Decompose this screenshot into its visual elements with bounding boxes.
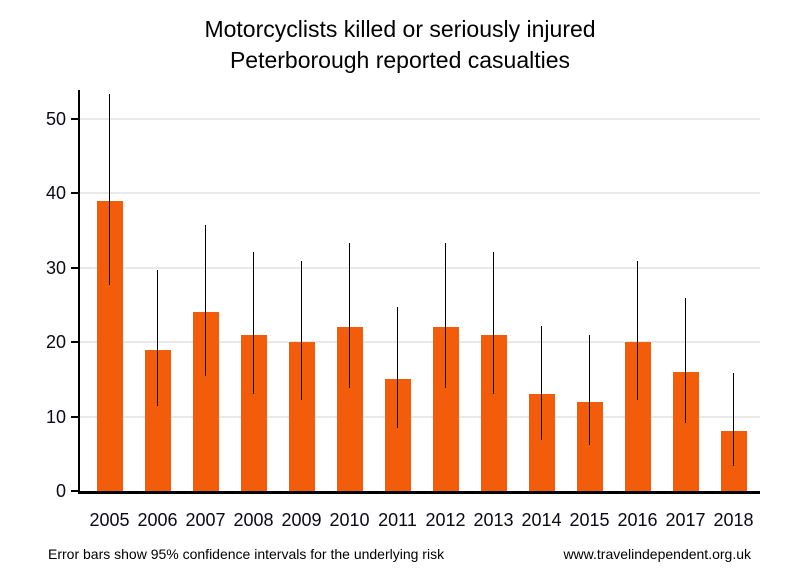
x-tick-label-2005: 2005 bbox=[89, 510, 130, 530]
error-bar-2011 bbox=[396, 307, 399, 429]
x-axis-line bbox=[78, 491, 760, 494]
chart-title-line1: Motorcyclists killed or seriously injure… bbox=[204, 16, 596, 42]
x-tick-label-2015: 2015 bbox=[569, 510, 610, 530]
y-tick-20 bbox=[71, 341, 80, 344]
x-tick-label-2018: 2018 bbox=[713, 510, 754, 530]
x-tick-label-2007: 2007 bbox=[185, 510, 226, 530]
y-gridline-50 bbox=[80, 118, 760, 120]
y-tick-label-0: 0 bbox=[55, 481, 66, 501]
y-tick-label-50: 50 bbox=[45, 109, 66, 129]
y-gridline-10 bbox=[80, 415, 760, 418]
y-gridline-40 bbox=[80, 192, 760, 195]
error-bar-2016 bbox=[636, 261, 639, 401]
x-tick-label-2009: 2009 bbox=[281, 510, 322, 530]
chart-title: Motorcyclists killed or seriously injure… bbox=[0, 14, 800, 76]
y-gridline-20 bbox=[80, 341, 760, 344]
error-bar-2014 bbox=[540, 325, 543, 440]
error-bar-2006 bbox=[156, 270, 159, 407]
error-bar-2018 bbox=[732, 373, 735, 466]
x-tick-label-2012: 2012 bbox=[425, 510, 466, 530]
x-tick-label-2017: 2017 bbox=[665, 510, 706, 530]
y-tick-30 bbox=[71, 266, 80, 269]
y-tick-label-30: 30 bbox=[45, 257, 66, 278]
footer-note: Error bars show 95% confidence intervals… bbox=[48, 546, 445, 562]
error-bar-2013 bbox=[492, 252, 495, 395]
x-tick-label-2011: 2011 bbox=[378, 510, 417, 530]
x-tick-label-2010: 2010 bbox=[329, 510, 370, 530]
y-tick-label-40: 40 bbox=[45, 183, 66, 204]
error-bar-2017 bbox=[684, 297, 687, 424]
x-tick-label-2016: 2016 bbox=[617, 510, 658, 530]
x-tick-label-2014: 2014 bbox=[521, 510, 562, 530]
y-tick-40 bbox=[71, 192, 80, 195]
y-gridline-30 bbox=[80, 266, 760, 269]
y-axis-line bbox=[78, 90, 80, 491]
y-tick-50 bbox=[71, 118, 80, 120]
error-bar-2015 bbox=[588, 334, 591, 445]
error-bar-2005 bbox=[108, 94, 111, 285]
x-tick-label-2008: 2008 bbox=[233, 510, 274, 530]
error-bar-2012 bbox=[444, 243, 447, 389]
error-bar-2009 bbox=[300, 261, 303, 401]
error-bar-2007 bbox=[204, 225, 207, 377]
y-tick-label-20: 20 bbox=[45, 332, 66, 353]
error-bar-2010 bbox=[348, 243, 351, 389]
x-tick-label-2006: 2006 bbox=[137, 510, 178, 530]
y-tick-10 bbox=[71, 415, 80, 418]
error-bar-2008 bbox=[252, 252, 255, 395]
y-tick-0 bbox=[71, 490, 80, 492]
chart-title-line2: Peterborough reported casualties bbox=[229, 47, 571, 73]
footer-website: www.travelindependent.org.uk bbox=[563, 546, 751, 562]
x-tick-label-2013: 2013 bbox=[473, 510, 514, 530]
y-tick-label-10: 10 bbox=[45, 406, 66, 427]
